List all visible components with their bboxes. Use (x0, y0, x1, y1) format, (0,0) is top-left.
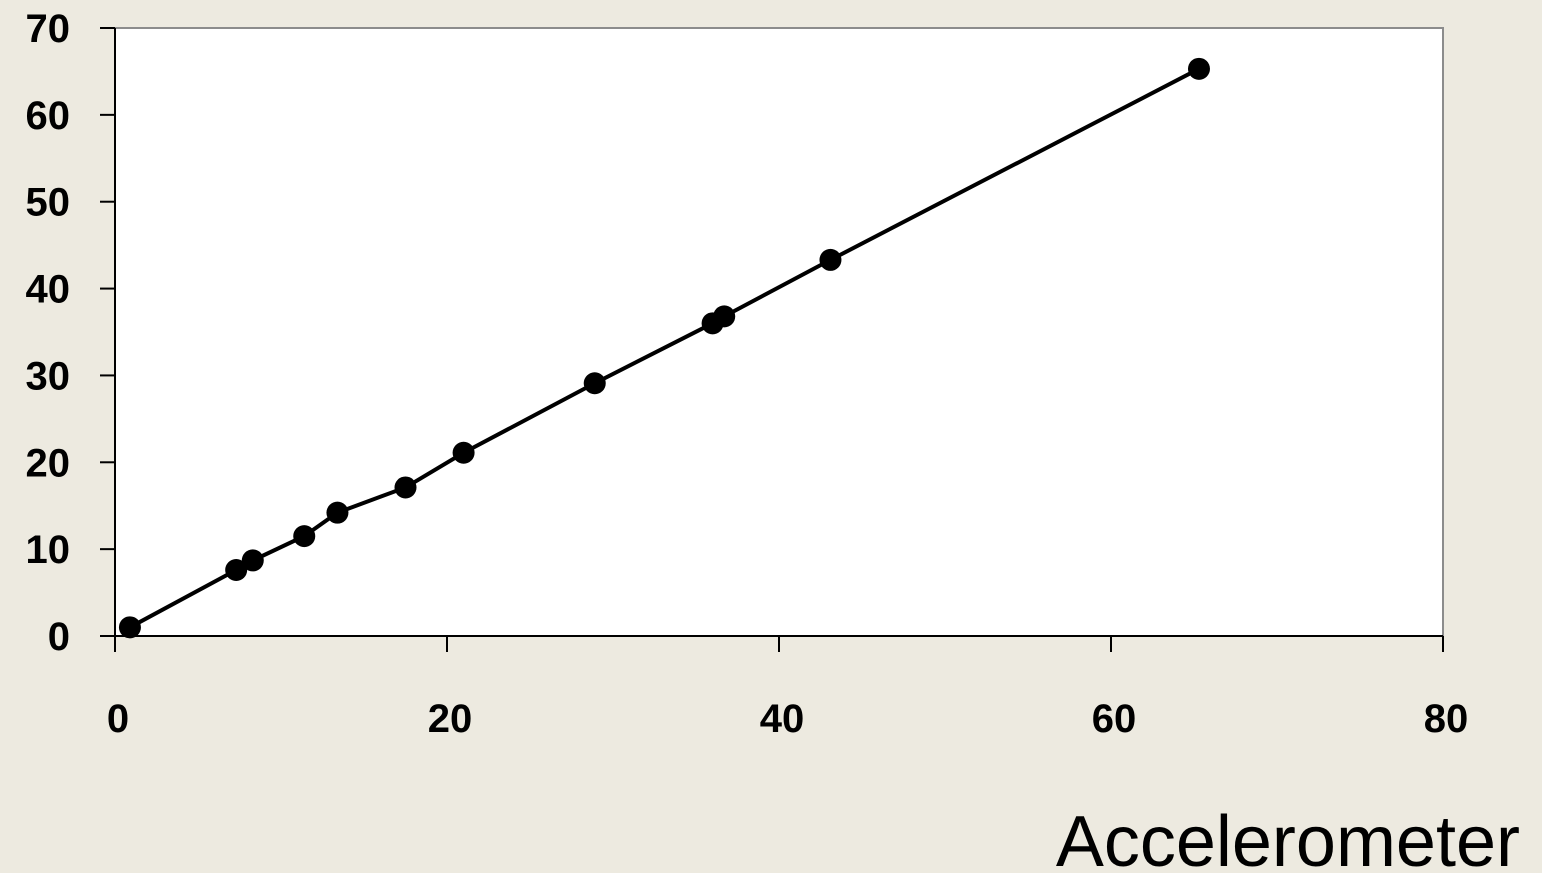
y-tick-label: 20 (26, 441, 71, 485)
data-point (118, 616, 141, 639)
x-tick-label: 40 (760, 697, 805, 741)
series-layer (118, 57, 1210, 639)
data-point (293, 525, 316, 548)
x-tick-label: 0 (107, 697, 129, 741)
x-tick-label: 60 (1092, 697, 1137, 741)
y-axis-ticks: 0 10 20 30 40 50 60 70 (26, 7, 115, 659)
y-tick-label: 0 (48, 615, 70, 659)
x-tick-label: 80 (1424, 697, 1469, 741)
data-point (819, 248, 842, 271)
data-point (241, 549, 264, 572)
y-tick-label: 60 (26, 94, 71, 138)
y-tick-label: 10 (26, 528, 71, 572)
y-tick-label: 50 (26, 181, 71, 225)
y-tick-label: 70 (26, 7, 71, 51)
data-point (326, 501, 349, 524)
y-tick-label: 30 (26, 354, 71, 398)
x-axis-ticks: 0 20 40 60 80 (107, 636, 1468, 741)
plot-area (114, 27, 1444, 637)
data-point (394, 476, 417, 499)
x-tick-label: 20 (428, 697, 473, 741)
data-point (583, 372, 606, 395)
y-tick-label: 40 (26, 268, 71, 312)
data-point (452, 441, 475, 464)
data-point (1187, 57, 1210, 80)
data-point (713, 305, 736, 328)
x-axis-title: Accelerometer (1056, 802, 1520, 873)
data-point (225, 558, 248, 581)
